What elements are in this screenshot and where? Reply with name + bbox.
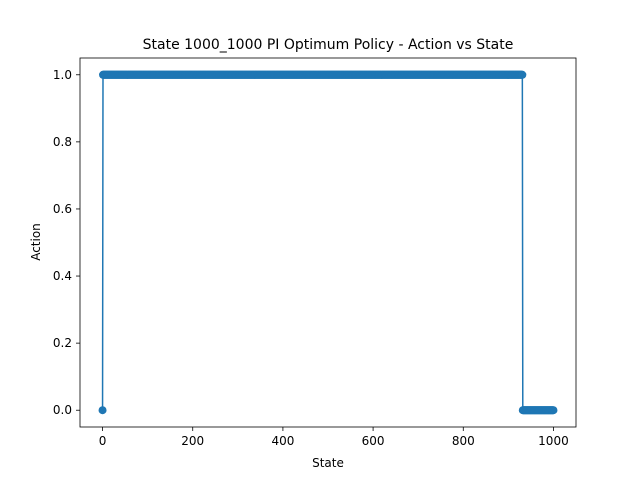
data-point [98, 406, 107, 415]
series-markers [98, 70, 558, 415]
y-tick-label: 0.4 [53, 269, 72, 283]
x-tick-label: 1000 [538, 434, 569, 448]
y-tick-label: 0.0 [53, 403, 72, 417]
x-axis-label: State [312, 456, 344, 470]
x-tick-label: 0 [99, 434, 107, 448]
axis-ticks: 0 200 400 600 800 1000 0.0 0.2 0.4 0.6 0.8 1.0 [53, 68, 569, 448]
y-tick-label: 1.0 [53, 68, 72, 82]
series-layer [98, 70, 558, 415]
y-tick-label: 0.6 [53, 202, 72, 216]
data-point [549, 406, 558, 415]
y-tick-label: 0.2 [53, 336, 72, 350]
x-tick-label: 400 [271, 434, 294, 448]
x-tick-label: 200 [181, 434, 204, 448]
plot-frame [79, 57, 577, 428]
x-tick-label: 800 [452, 434, 475, 448]
x-tick-label: 600 [362, 434, 385, 448]
chart-title: State 1000_1000 PI Optimum Policy - Acti… [143, 37, 514, 53]
y-axis-label: Action [29, 223, 43, 261]
data-point [518, 70, 527, 79]
y-tick-label: 0.8 [53, 135, 72, 149]
